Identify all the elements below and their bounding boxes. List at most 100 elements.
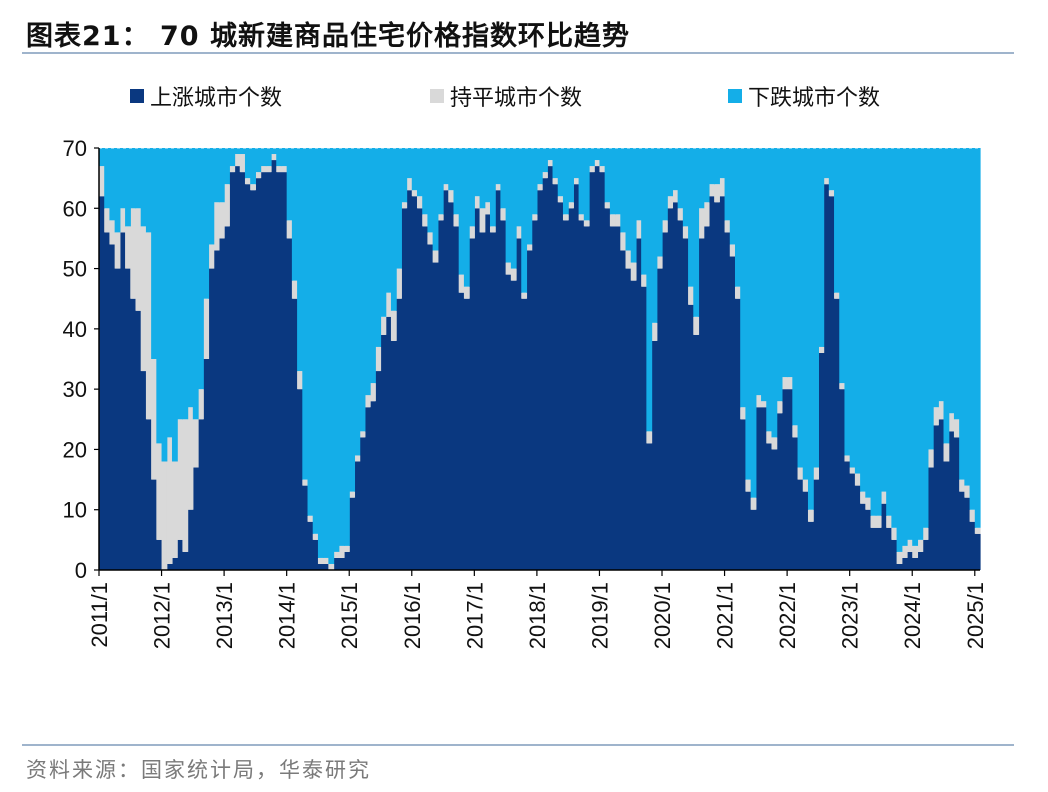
series-3-bar-123	[740, 148, 747, 408]
series-3-bar-28	[244, 148, 251, 179]
series-2-bar-91	[573, 178, 580, 185]
series-1-bar-17	[187, 509, 194, 570]
series-2-bar-89	[562, 214, 569, 221]
series-3-bar-167	[969, 148, 976, 510]
series-3-bar-34	[276, 148, 283, 167]
series-1-bar-83	[531, 220, 538, 570]
series-1-bar-100	[620, 250, 627, 571]
series-2-bar-166	[964, 485, 971, 498]
series-3-bar-47	[344, 148, 350, 546]
series-3-bar-154	[901, 148, 908, 546]
series-3-bar-138	[818, 148, 825, 347]
series-2-bar-146	[860, 491, 866, 504]
series-3-bar-46	[338, 148, 345, 546]
x-tick-label-3: 2014/1	[275, 582, 300, 649]
series-1-bar-108	[662, 232, 668, 570]
series-2-bar-29	[250, 184, 256, 191]
series-2-bar-127	[761, 401, 767, 408]
series-1-bar-80	[516, 238, 522, 570]
series-3-bar-17	[187, 148, 194, 408]
series-1-bar-66	[443, 190, 449, 570]
series-2-bar-52	[370, 383, 376, 402]
series-1-bar-69	[458, 292, 465, 570]
series-2-bar-168	[974, 527, 981, 534]
series-2-bar-162	[943, 443, 950, 462]
series-3-bar-40	[307, 148, 314, 516]
series-3-bar-2	[109, 148, 116, 221]
series-2-bar-142	[839, 383, 846, 390]
series-2-bar-126	[755, 395, 762, 408]
series-1-bar-105	[646, 443, 653, 570]
series-3-bar-73	[479, 148, 486, 209]
series-2-bar-109	[667, 196, 674, 209]
series-3-bar-153	[896, 148, 903, 552]
series-3-bar-148	[870, 148, 877, 516]
series-3-bar-53	[375, 148, 382, 347]
series-3-bar-31	[260, 148, 267, 167]
series-3-bar-83	[531, 148, 538, 215]
series-2-bar-131	[781, 377, 788, 390]
series-2-bar-115	[698, 208, 705, 239]
series-2-bar-84	[536, 184, 543, 191]
series-1-bar-40	[307, 521, 314, 570]
series-2-bar-71	[469, 226, 475, 239]
series-3-bar-4	[119, 148, 126, 209]
series-3-bar-7	[135, 148, 142, 209]
series-1-bar-25	[229, 172, 236, 571]
x-tick-label-2: 2013/1	[212, 582, 237, 649]
series-1-bar-137	[813, 479, 819, 570]
series-3-bar-52	[370, 148, 376, 384]
series-3-bar-163	[948, 148, 955, 414]
series-2-bar-106	[651, 322, 658, 341]
series-1-bar-5	[125, 268, 131, 570]
series-1-bar-164	[953, 437, 960, 570]
series-1-bar-22	[213, 250, 220, 571]
series-1-bar-94	[589, 172, 595, 571]
series-3-bar-16	[182, 148, 189, 420]
series-1-bar-167	[969, 521, 976, 570]
series-3-bar-6	[130, 148, 137, 209]
series-1-bar-93	[583, 226, 590, 570]
series-1-bar-63	[427, 244, 434, 570]
series-3-bar-166	[964, 148, 971, 486]
series-3-bar-140	[828, 148, 835, 191]
series-2-bar-130	[776, 401, 783, 414]
series-2-bar-73	[479, 208, 486, 233]
series-1-bar-55	[385, 316, 392, 570]
series-1-bar-78	[505, 274, 512, 570]
series-2-bar-2	[109, 220, 116, 245]
series-2-bar-0	[99, 166, 105, 197]
series-2-bar-13	[166, 437, 173, 564]
series-2-bar-97	[604, 202, 611, 209]
legend-label-down: 下跌城市个数	[748, 86, 881, 111]
series-1-bar-143	[844, 461, 851, 570]
series-3-bar-18	[192, 148, 199, 420]
series-3-bar-150	[880, 148, 887, 492]
series-3-bar-157	[917, 148, 924, 540]
series-2-bar-143	[844, 455, 851, 462]
series-2-bar-50	[359, 431, 366, 438]
series-2-bar-68	[453, 214, 460, 227]
series-3-bar-151	[886, 148, 892, 516]
series-1-bar-123	[740, 419, 747, 570]
series-2-bar-11	[156, 443, 163, 540]
series-3-bar-68	[453, 148, 460, 215]
series-1-bar-159	[927, 467, 934, 570]
series-2-bar-120	[724, 220, 731, 233]
series-1-bar-73	[479, 232, 486, 570]
series-2-bar-28	[244, 178, 251, 185]
series-2-bar-136	[807, 509, 814, 522]
series-2-bar-17	[187, 407, 194, 510]
series-1-bar-76	[495, 190, 501, 570]
series-1-bar-119	[719, 196, 726, 571]
series-1-bar-133	[792, 437, 799, 570]
series-2-bar-124	[745, 479, 752, 492]
series-1-bar-3	[114, 268, 121, 570]
series-3	[99, 148, 981, 564]
series-3-bar-126	[755, 148, 762, 396]
series-3-bar-149	[875, 148, 882, 516]
series-2-bar-16	[182, 419, 189, 552]
series-1-bar-129	[771, 449, 778, 570]
series-3-bar-161	[938, 148, 945, 402]
chart-legend: 上涨城市个数 持平城市个数 下跌城市个数	[0, 80, 1048, 111]
